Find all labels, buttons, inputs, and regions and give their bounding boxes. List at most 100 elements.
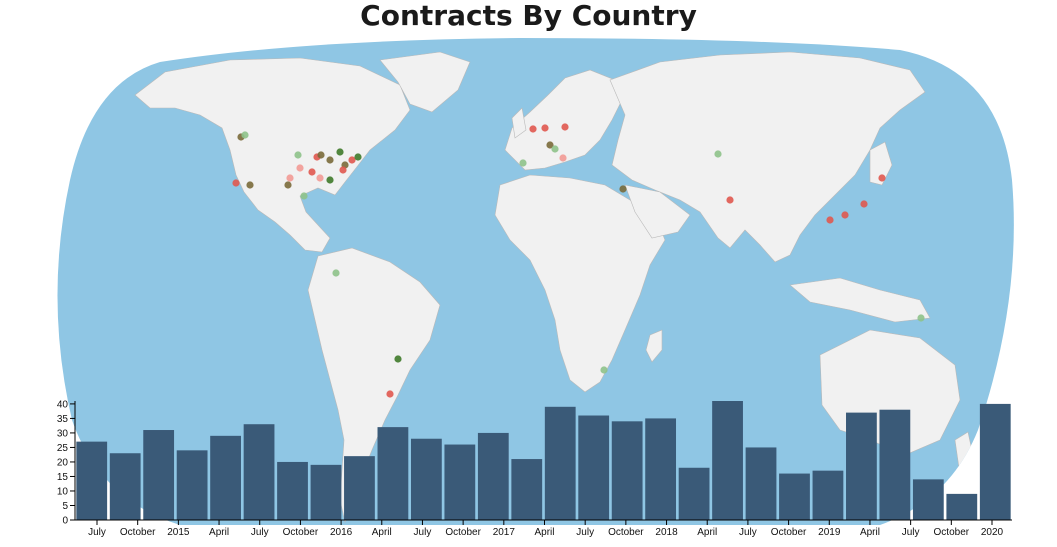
marker-denver [286, 174, 294, 182]
x-tick-label: April [209, 527, 229, 538]
y-tick-label: 20 [57, 457, 69, 468]
land-greenland [379, 51, 471, 113]
bar-2020-q2 [846, 412, 877, 520]
bar-2020-q3 [879, 409, 911, 520]
x-tick-label: July [88, 527, 106, 538]
y-tick-label: 35 [57, 414, 69, 425]
bar-2019-q3 [745, 447, 777, 520]
marker-shanghai [841, 211, 849, 219]
marker-paris [546, 141, 554, 149]
y-tick-label: 10 [57, 486, 69, 497]
x-tick-label: April [534, 527, 554, 538]
marker-detroit [326, 156, 334, 164]
x-tick-label: April [372, 527, 392, 538]
marker-zurich [551, 145, 559, 153]
bar-2020-q1 [812, 470, 844, 520]
bar-2021-q2 [979, 403, 1011, 520]
marker-buenos-aires [386, 390, 394, 398]
bar-2019-q4 [779, 473, 810, 520]
bar-2020-q4 [912, 479, 944, 520]
bar-2016-q4 [377, 427, 409, 520]
bar-2019-q2 [712, 401, 743, 520]
marker-london [529, 125, 537, 133]
y-tick-label: 5 [62, 501, 68, 512]
marker-amsterdam [541, 124, 549, 132]
marker-minneapolis [294, 151, 302, 159]
marker-papua-new-guinea [917, 314, 925, 322]
x-tick-label: October [608, 527, 644, 538]
x-tick-label: 2018 [655, 527, 678, 538]
x-tick-label: October [283, 527, 319, 538]
bar-2018-q4 [645, 418, 677, 520]
marker-korea [860, 200, 868, 208]
x-tick-label: July [414, 527, 432, 538]
marker-boston [354, 153, 362, 161]
marker-houston [300, 192, 308, 200]
bar-2016-q2 [310, 464, 342, 520]
marker-sao-paulo [394, 355, 402, 363]
x-axis: July October 2015 April July October 2016 April… [75, 519, 1012, 538]
bar-2017-q3 [477, 432, 509, 520]
y-tick-label: 15 [57, 472, 69, 483]
bar-2015-q1 [143, 430, 175, 520]
chart-title: Contracts By Country [360, 0, 697, 32]
marker-israel [619, 185, 627, 193]
marker-washington [339, 166, 347, 174]
x-tick-label: April [697, 527, 717, 538]
marker-chicago [317, 151, 325, 159]
bar-2018-q3 [611, 421, 643, 520]
marker-taiwan [826, 216, 834, 224]
bar-2016-q1 [277, 461, 308, 520]
marker-atlanta [326, 176, 334, 184]
y-tick-label: 40 [57, 399, 69, 410]
bar-2015-q4 [243, 424, 275, 520]
bar-2021-q1 [946, 493, 978, 520]
bar-2018-q2 [578, 415, 610, 520]
marker-india [726, 196, 734, 204]
y-tick-label: 0 [62, 516, 68, 527]
marker-st-louis [308, 168, 316, 176]
land-japan [869, 141, 893, 186]
marker-phoenix [246, 181, 254, 189]
bar-2014-q4 [109, 453, 141, 520]
marker-kazakhstan [714, 150, 722, 158]
marker-madrid [519, 159, 527, 167]
marker-rome [559, 154, 567, 162]
bar-2016-q3 [344, 456, 375, 520]
marker-colombia [332, 269, 340, 277]
x-tick-label: 2019 [818, 527, 841, 538]
x-tick-label: 2020 [981, 527, 1004, 538]
land-uk [511, 107, 527, 139]
marker-nashville [316, 174, 324, 182]
bar-2015-q3 [210, 435, 241, 520]
marker-kansas-city [296, 164, 304, 172]
marker-south-africa [600, 366, 608, 374]
bar-2017-q2 [444, 444, 476, 520]
y-tick-label: 25 [57, 443, 69, 454]
contract-markers [232, 123, 925, 398]
bar-2015-q2 [176, 450, 208, 520]
bar-2017-q4 [511, 459, 543, 520]
x-tick-label: July [251, 527, 269, 538]
marker-tokyo [878, 174, 886, 182]
x-tick-label: 2016 [330, 527, 353, 538]
marker-new-york [348, 156, 356, 164]
x-tick-label: 2015 [167, 527, 190, 538]
y-tick-label: 30 [57, 428, 69, 439]
marker-seattle [241, 131, 249, 139]
land-africa [494, 174, 666, 393]
bar-2014-q3 [76, 441, 108, 520]
bar-2017-q1 [410, 438, 442, 520]
marker-los-angeles [232, 179, 240, 187]
x-tick-label: October [120, 527, 156, 538]
x-tick-label: April [860, 527, 880, 538]
land-arabia [624, 184, 691, 239]
marker-berlin [561, 123, 569, 131]
land-indonesia [789, 277, 931, 323]
x-tick-label: October [934, 527, 970, 538]
x-tick-label: October [771, 527, 807, 538]
marker-dallas [284, 181, 292, 189]
land-asia [609, 51, 926, 263]
